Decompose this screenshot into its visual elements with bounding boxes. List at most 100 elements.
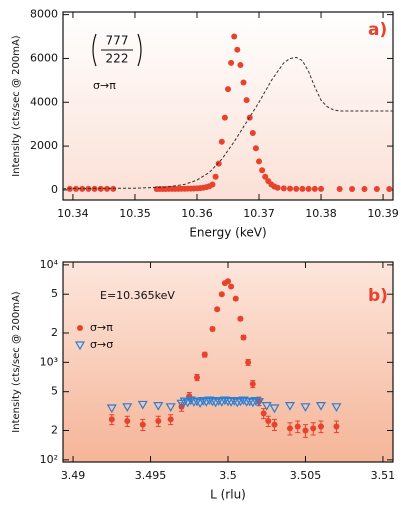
point [386,186,393,193]
point [274,184,281,191]
x-tick-label: 10.37 [243,207,275,220]
point [232,295,239,302]
point [213,397,224,406]
point [167,416,174,423]
point [253,398,265,407]
x-tick-label: 10.39 [367,207,399,220]
point [194,374,201,381]
point [311,185,318,192]
point [262,173,269,180]
point [209,181,216,188]
point [179,397,190,407]
annotation: E=10.365keV [100,289,175,302]
point [269,404,280,414]
point [139,421,146,428]
y-axis-label: Intensity (cts/sec @ 200mA) [11,291,22,432]
y-tick-label: 6000 [30,51,58,64]
point [238,396,249,406]
point [122,403,133,413]
parentheses [92,33,142,67]
point [243,97,250,104]
y-axis-label: Intensity (cts/sec @ 200mA) [11,35,22,176]
point [165,403,176,413]
point [218,291,225,298]
legend-label: σ→σ [90,338,113,351]
annotation: b) [368,286,388,306]
point [218,138,225,145]
point [284,401,296,411]
point [249,380,256,387]
point [201,351,208,358]
point [225,278,231,285]
x-tick-label: 3.495 [135,469,167,482]
point [234,46,241,53]
point [300,403,311,413]
point [305,185,312,192]
point [373,186,380,193]
y-tick-label: 2 [51,326,58,339]
point [153,401,164,411]
point [302,427,309,434]
point [249,129,256,136]
point [318,185,325,192]
point [361,186,368,193]
point [185,396,196,406]
legend-label: σ→π [90,321,113,334]
point [287,185,294,192]
point [271,421,278,428]
reflection: 222 [106,52,129,66]
point [250,397,261,406]
y-tick-label: 10² [40,453,58,466]
point [212,173,219,180]
point [240,79,247,86]
point [108,416,115,423]
point [237,315,244,322]
y-tick-label: 8000 [30,8,58,21]
x-axis-label: Energy (keV) [189,226,266,240]
point [260,410,267,417]
point [237,62,244,69]
point [240,334,247,341]
x-tick-label: 10.34 [57,207,89,220]
point [310,425,317,432]
y-tick-label: 4000 [30,95,58,108]
point [110,185,117,192]
annotation: σ→π [93,79,116,92]
y-tick-label: 10⁴ [40,258,59,271]
point [336,186,343,193]
point [349,186,356,193]
y-tick-label: 5 [51,287,58,300]
x-tick-label: 10.35 [119,207,151,220]
point [198,397,209,406]
point [259,167,266,174]
point [228,283,235,290]
point [244,397,255,407]
x-tick-label: 10.38 [305,207,337,220]
x-tick-label: 3.5 [219,469,237,482]
point [265,418,272,425]
legend-marker [77,325,83,331]
x-tick-label: 10.36 [181,207,213,220]
point [73,185,80,192]
point [225,86,231,93]
point [219,396,230,406]
point [137,400,148,410]
point [124,418,131,425]
x-tick-label: 3.505 [290,469,322,482]
point [228,59,235,66]
line [62,56,393,190]
point [256,158,263,165]
point [104,185,111,192]
point [317,423,324,430]
point [333,423,340,430]
y-tick-label: 2000 [30,139,58,152]
point [299,185,306,192]
point [204,396,215,406]
point [221,114,228,121]
y-tick-label: 10³ [40,355,58,368]
point [79,185,86,192]
point [294,423,301,430]
plot-frame [62,11,394,201]
y-tick-label: 5 [51,385,58,398]
